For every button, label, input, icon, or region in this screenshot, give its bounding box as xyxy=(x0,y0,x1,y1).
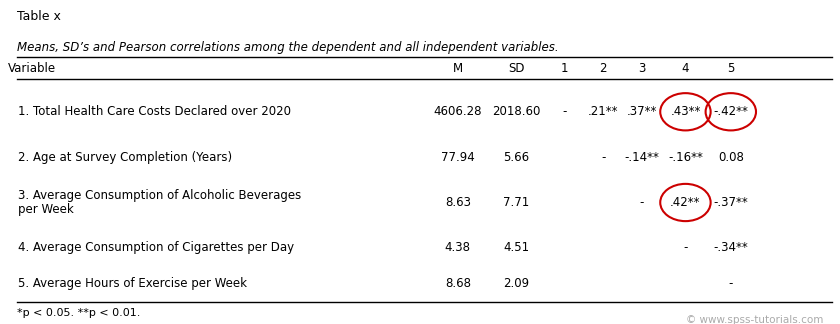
Text: -: - xyxy=(562,105,567,118)
Text: Table x: Table x xyxy=(17,10,60,23)
Text: *p < 0.05. **p < 0.01.: *p < 0.05. **p < 0.01. xyxy=(17,308,140,318)
Text: 4: 4 xyxy=(682,62,689,75)
Text: 5. Average Hours of Exercise per Week: 5. Average Hours of Exercise per Week xyxy=(18,277,248,290)
Text: 1. Total Health Care Costs Declared over 2020: 1. Total Health Care Costs Declared over… xyxy=(18,105,291,118)
Text: 2018.60: 2018.60 xyxy=(492,105,541,118)
Text: 4.38: 4.38 xyxy=(445,241,470,254)
Text: -: - xyxy=(639,196,644,209)
Text: -.34**: -.34** xyxy=(713,241,748,254)
Text: 1: 1 xyxy=(561,62,568,75)
Text: 5.66: 5.66 xyxy=(503,151,530,164)
Text: 77.94: 77.94 xyxy=(441,151,475,164)
Text: -: - xyxy=(683,241,688,254)
Text: 2: 2 xyxy=(600,62,606,75)
Text: .42**: .42** xyxy=(670,196,701,209)
Text: 4606.28: 4606.28 xyxy=(433,105,482,118)
Text: -: - xyxy=(601,151,606,164)
Text: -.42**: -.42** xyxy=(713,105,748,118)
Text: M: M xyxy=(453,62,463,75)
Text: 8.68: 8.68 xyxy=(445,277,470,290)
Text: .21**: .21** xyxy=(588,105,618,118)
Text: 3: 3 xyxy=(638,62,645,75)
Text: -.37**: -.37** xyxy=(713,196,748,209)
Text: -: - xyxy=(728,277,733,290)
Text: 8.63: 8.63 xyxy=(445,196,470,209)
Text: 3. Average Consumption of Alcoholic Beverages
per Week: 3. Average Consumption of Alcoholic Beve… xyxy=(18,189,302,216)
Text: 4. Average Consumption of Cigarettes per Day: 4. Average Consumption of Cigarettes per… xyxy=(18,241,295,254)
Text: SD: SD xyxy=(508,62,525,75)
Text: Means, SD’s and Pearson correlations among the dependent and all independent var: Means, SD’s and Pearson correlations amo… xyxy=(17,40,559,53)
Text: 0.08: 0.08 xyxy=(718,151,743,164)
Text: -.14**: -.14** xyxy=(624,151,659,164)
Text: 2.09: 2.09 xyxy=(503,277,530,290)
Text: 5: 5 xyxy=(727,62,734,75)
Text: -.16**: -.16** xyxy=(668,151,703,164)
Text: .37**: .37** xyxy=(627,105,657,118)
Text: 4.51: 4.51 xyxy=(503,241,530,254)
Text: © www.spss-tutorials.com: © www.spss-tutorials.com xyxy=(685,315,823,324)
Text: .43**: .43** xyxy=(670,105,701,118)
Text: Variable: Variable xyxy=(8,62,56,75)
Text: 7.71: 7.71 xyxy=(503,196,530,209)
Text: 2. Age at Survey Completion (Years): 2. Age at Survey Completion (Years) xyxy=(18,151,233,164)
